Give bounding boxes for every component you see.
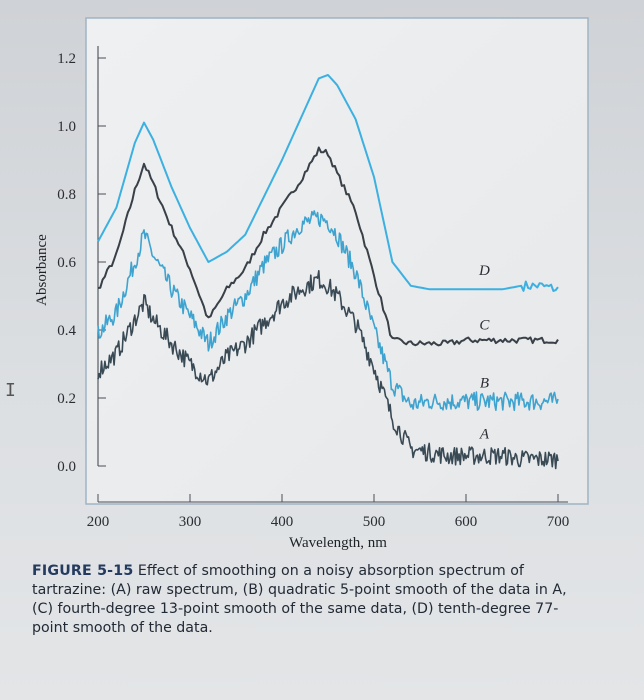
y-tick-label: 0.8	[57, 187, 76, 203]
x-tick-label: 300	[179, 514, 202, 530]
text-cursor-icon: I	[5, 380, 16, 401]
y-tick-label: 1.2	[57, 51, 76, 67]
figure-caption: FIGURE 5-15 Effect of smoothing on a noi…	[32, 562, 592, 638]
curve-label-a: A	[479, 426, 490, 442]
x-tick-label: 600	[455, 514, 478, 530]
x-tick-label: 500	[363, 514, 386, 530]
series-line-b	[97, 210, 559, 412]
x-tick-label: 400	[271, 514, 294, 530]
x-tick-label: 700	[547, 514, 570, 530]
series-line-d	[97, 74, 559, 292]
series-line-c	[97, 146, 559, 347]
y-tick-label: 0.4	[57, 323, 76, 339]
x-axis-title: Wavelength, nm	[289, 535, 387, 551]
x-tick-label: 200	[87, 514, 110, 530]
caption-text: Effect of smoothing on a noisy absorptio…	[32, 563, 567, 636]
curve-label-c: C	[479, 318, 490, 334]
spectrum-chart: 0.0 0.2 0.4 0.6 0.8 1.0 1.2 200 300 400 500 600 700 W…	[34, 17, 589, 551]
plot-background	[85, 17, 589, 505]
curve-labels: D C B A	[478, 263, 490, 442]
series-line-a	[97, 269, 559, 470]
figure-number: FIGURE 5-15	[32, 563, 134, 579]
curve-label-d: D	[478, 263, 490, 279]
y-tick-label: 0.6	[57, 255, 76, 271]
axes: 0.0 0.2 0.4 0.6 0.8 1.0 1.2 200 300 400 500 600 700 W…	[34, 46, 569, 551]
curve-label-b: B	[480, 375, 489, 391]
y-axis-title: Absorbance	[34, 234, 50, 306]
y-tick-label: 0.0	[57, 459, 76, 475]
y-tick-label: 0.2	[57, 391, 76, 407]
series-group	[97, 74, 559, 470]
y-tick-label: 1.0	[57, 119, 76, 135]
